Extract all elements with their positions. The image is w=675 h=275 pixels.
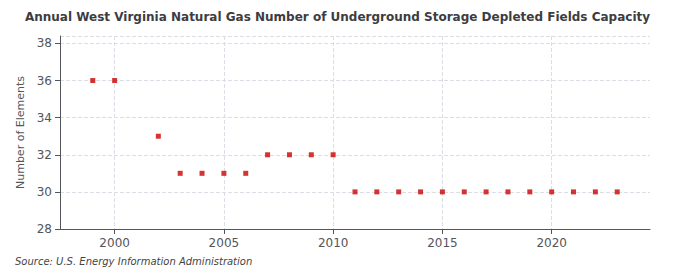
svg-text:2010: 2010 <box>318 236 349 250</box>
svg-text:28: 28 <box>37 222 52 236</box>
svg-text:2000: 2000 <box>99 236 130 250</box>
svg-text:Source: U.S. Energy Informatio: Source: U.S. Energy Information Administ… <box>15 256 252 267</box>
svg-text:Annual West Virginia Natural G: Annual West Virginia Natural Gas Number … <box>25 10 650 24</box>
svg-text:Number of Elements: Number of Elements <box>14 76 27 189</box>
svg-text:38: 38 <box>37 36 52 50</box>
svg-text:2005: 2005 <box>209 236 240 250</box>
svg-text:2015: 2015 <box>427 236 458 250</box>
svg-text:2020: 2020 <box>536 236 567 250</box>
svg-text:34: 34 <box>37 111 52 125</box>
svg-text:36: 36 <box>37 74 52 88</box>
svg-text:30: 30 <box>37 185 52 199</box>
svg-text:32: 32 <box>37 148 52 162</box>
